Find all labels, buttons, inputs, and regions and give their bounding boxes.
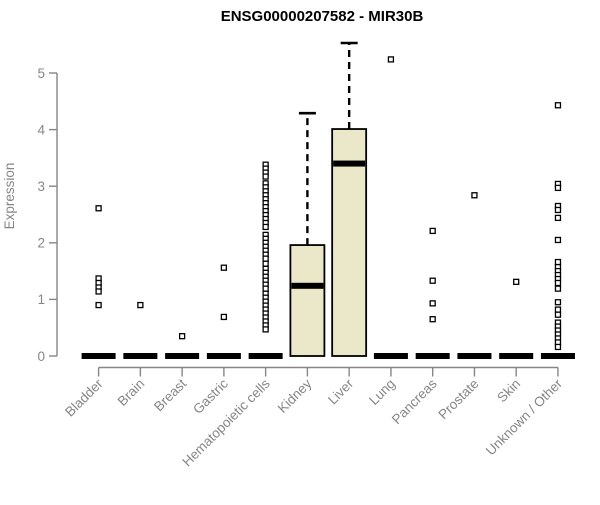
outlier-point	[262, 285, 269, 292]
plot-area	[81, 41, 575, 359]
outlier-point	[387, 56, 395, 63]
collapsed-median-line	[248, 353, 283, 359]
outlier-point	[262, 173, 269, 180]
outlier-point	[554, 206, 562, 214]
boxplot-unknown-other	[540, 102, 575, 359]
outlier-point	[429, 227, 436, 235]
outlier-point	[554, 279, 562, 287]
outlier-point	[95, 205, 102, 212]
x-tick-label-bladder: Bladder	[62, 376, 106, 420]
x-tick-label-prostate: Prostate	[435, 376, 481, 422]
boxplot-pancreas	[415, 227, 450, 359]
y-tick-label: 1	[37, 292, 45, 307]
median-line	[291, 282, 324, 289]
collapsed-median-line	[123, 353, 158, 359]
outlier-point	[554, 285, 562, 292]
x-tick-label-kidney: Kidney	[275, 376, 315, 416]
outlier-point	[554, 184, 562, 192]
outlier-point	[513, 278, 520, 286]
outlier-point	[471, 192, 478, 199]
boxplot-kidney	[289, 111, 326, 357]
y-axis: 0 1 2 3 4 5	[37, 66, 58, 364]
box-rect	[331, 128, 368, 357]
y-axis-label: Expression	[2, 163, 17, 230]
outlier-point	[429, 316, 436, 323]
y-tick-label: 5	[37, 66, 45, 81]
boxplot-hematopoietic-cells	[248, 161, 283, 359]
outlier-point	[95, 288, 102, 295]
collapsed-median-line	[457, 353, 492, 359]
outlier-point	[554, 214, 562, 222]
boxplot-bladder	[81, 205, 116, 359]
outlier-point	[137, 301, 144, 309]
outlier-point	[220, 264, 228, 271]
x-tick-label-gastric: Gastric	[190, 376, 231, 417]
outlier-point	[262, 326, 269, 333]
outlier-point	[262, 255, 269, 262]
chart-title: ENSG00000207582 - MIR30B	[221, 8, 424, 25]
boxplot-lung	[373, 56, 408, 359]
boxplot-prostate	[457, 192, 492, 359]
outlier-point	[95, 301, 102, 309]
boxplot-skin	[499, 278, 534, 359]
median-line	[333, 160, 366, 167]
outlier-point	[554, 306, 562, 313]
boxplot-brain	[123, 301, 158, 359]
outlier-point	[554, 236, 562, 244]
outlier-point	[429, 277, 436, 284]
x-tick-label-liver: Liver	[325, 376, 357, 408]
x-tick-label-breast: Breast	[151, 376, 189, 414]
collapsed-median-line	[206, 353, 241, 359]
outlier-point	[220, 313, 228, 321]
collapsed-median-line	[540, 353, 575, 359]
collapsed-median-line	[499, 353, 534, 359]
outlier-point	[429, 300, 436, 307]
collapsed-median-line	[165, 353, 200, 359]
collapsed-median-line	[373, 353, 408, 359]
y-tick-label: 3	[37, 179, 45, 194]
boxplot-breast	[165, 333, 200, 359]
x-tick-label-pancreas: Pancreas	[389, 376, 440, 427]
outlier-point	[554, 258, 562, 266]
outlier-point	[554, 311, 562, 318]
outlier-point	[554, 343, 562, 351]
box-rect	[289, 244, 326, 357]
outlier-point	[262, 260, 269, 267]
outlier-point	[178, 333, 186, 340]
y-tick-label: 4	[37, 122, 45, 137]
x-tick-label-unknown-other: Unknown / Other	[483, 376, 566, 459]
x-tick-label-skin: Skin	[494, 376, 523, 405]
y-tick-label: 0	[37, 349, 45, 364]
outlier-point	[554, 299, 562, 306]
outlier-point	[262, 223, 269, 231]
outlier-point	[554, 102, 562, 109]
boxplot-gastric	[206, 264, 241, 359]
y-tick-label: 2	[37, 236, 45, 251]
collapsed-median-line	[81, 353, 116, 359]
x-tick-label-lung: Lung	[366, 376, 398, 408]
boxplot-liver	[331, 41, 368, 357]
x-tick-label-brain: Brain	[115, 376, 148, 409]
collapsed-median-line	[415, 353, 450, 359]
